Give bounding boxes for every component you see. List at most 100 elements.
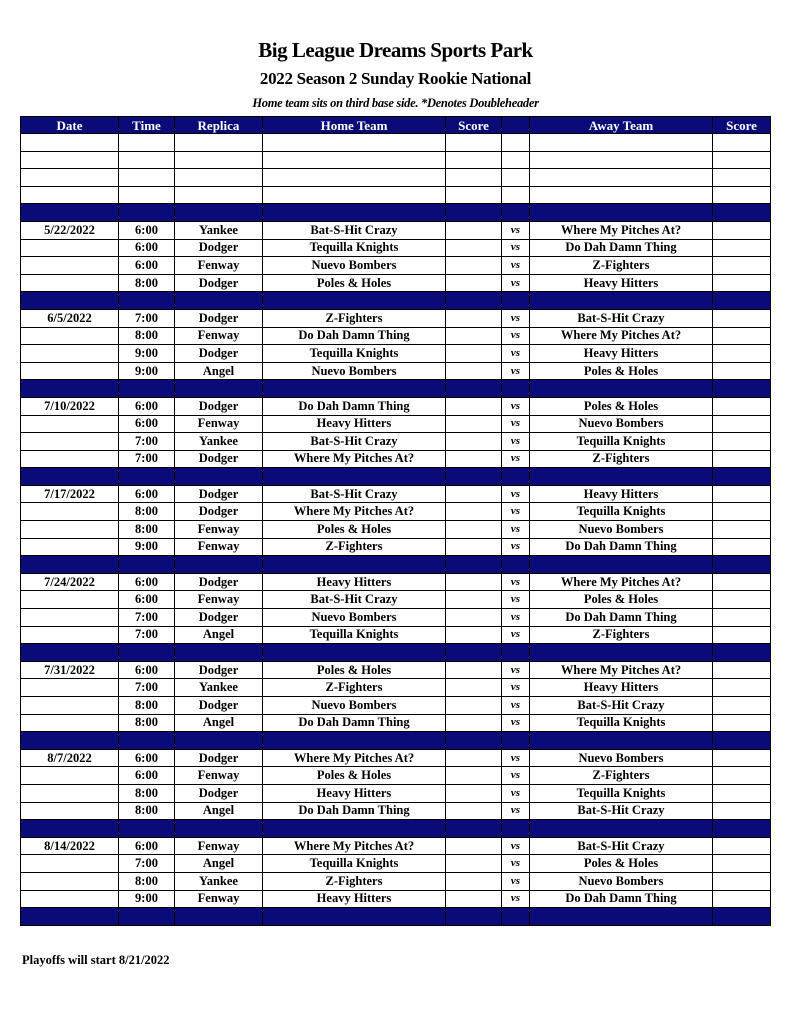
cell: Dodger	[174, 502, 263, 522]
cell: 7:00	[118, 854, 175, 873]
cell: 6:00	[118, 220, 175, 240]
cell	[712, 555, 771, 574]
cell	[712, 625, 771, 645]
cell: Dodger	[174, 396, 263, 416]
cell: vs	[501, 432, 530, 451]
cell	[445, 185, 502, 205]
cell	[445, 766, 502, 785]
cell	[262, 185, 446, 205]
cell	[712, 590, 771, 610]
game-row: 7:00 Yankee Z-Fighters vs Heavy Hitters	[20, 678, 771, 697]
cell	[445, 731, 502, 750]
cell	[445, 379, 502, 398]
cell	[529, 291, 713, 310]
cell: Where My Pitches At?	[529, 572, 713, 592]
cell: 8:00	[118, 783, 175, 803]
header-vs	[501, 116, 530, 134]
cell	[712, 361, 771, 381]
game-row: 7:00 Dodger Nuevo Bombers vs Do Dah Damn Thi…	[20, 608, 771, 627]
cell: Z-Fighters	[529, 449, 713, 469]
cell: Fenway	[174, 537, 263, 557]
cell	[529, 133, 713, 152]
cell	[445, 608, 502, 627]
cell: Tequilla Knights	[529, 713, 713, 733]
cell	[712, 379, 771, 398]
cell	[712, 484, 771, 504]
cell: vs	[501, 502, 530, 522]
cell	[20, 185, 119, 205]
cell: Z-Fighters	[262, 308, 446, 328]
separator-row	[20, 203, 771, 222]
cell	[20, 520, 119, 539]
cell: 9:00	[118, 361, 175, 381]
game-row: 6/5/2022 7:00 Dodger Z-Fighters vs Bat-S-Hit …	[20, 308, 771, 328]
cell	[20, 203, 119, 222]
cell: Where My Pitches At?	[529, 326, 713, 346]
cell: Heavy Hitters	[529, 344, 713, 363]
cell: Do Dah Damn Thing	[262, 326, 446, 346]
cell: 8:00	[118, 326, 175, 346]
cell	[118, 555, 175, 574]
cell	[174, 203, 263, 222]
cell: Do Dah Damn Thing	[262, 801, 446, 821]
cell	[445, 449, 502, 469]
cell	[20, 432, 119, 451]
cell: Nuevo Bombers	[529, 414, 713, 434]
game-row: 8:00 Dodger Where My Pitches At? vs Tequilla…	[20, 502, 771, 522]
cell	[712, 326, 771, 346]
cell	[262, 203, 446, 222]
cell	[20, 854, 119, 873]
cell	[529, 185, 713, 205]
cell: Dodger	[174, 273, 263, 293]
blank-row	[20, 133, 771, 152]
header-date: Date	[20, 116, 119, 134]
cell: 7/17/2022	[20, 484, 119, 504]
cell	[445, 291, 502, 310]
cell: Poles & Holes	[262, 520, 446, 539]
cell	[501, 467, 530, 486]
cell	[174, 731, 263, 750]
game-row: 7/17/2022 6:00 Dodger Bat-S-Hit Crazy vs Heav…	[20, 484, 771, 504]
game-row: 7/10/2022 6:00 Dodger Do Dah Damn Thing vs Po…	[20, 396, 771, 416]
cell	[501, 819, 530, 838]
cell: vs	[501, 871, 530, 891]
cell: vs	[501, 520, 530, 539]
cell	[445, 520, 502, 539]
cell	[712, 502, 771, 522]
cell: Do Dah Damn Thing	[262, 396, 446, 416]
cell	[445, 432, 502, 451]
cell: Tequilla Knights	[262, 238, 446, 258]
cell: Tequilla Knights	[262, 625, 446, 645]
cell: Yankee	[174, 871, 263, 891]
cell	[118, 203, 175, 222]
cell	[712, 238, 771, 258]
cell	[445, 678, 502, 697]
cell	[20, 731, 119, 750]
cell	[174, 555, 263, 574]
cell: Fenway	[174, 520, 263, 539]
cell: Heavy Hitters	[262, 783, 446, 803]
cell	[712, 748, 771, 768]
blank-row	[20, 168, 771, 187]
cell: Nuevo Bombers	[529, 520, 713, 539]
cell	[20, 590, 119, 610]
cell: Where My Pitches At?	[262, 836, 446, 856]
cell	[174, 150, 263, 170]
cell	[712, 467, 771, 486]
cell: Bat-S-Hit Crazy	[262, 484, 446, 504]
cell: Dodger	[174, 572, 263, 592]
cell	[20, 819, 119, 838]
cell	[445, 572, 502, 592]
cell	[20, 273, 119, 293]
game-row: 8:00 Fenway Do Dah Damn Thing vs Where My Pi…	[20, 326, 771, 346]
page-note: Home team sits on third base side. *Deno…	[252, 96, 539, 110]
cell	[529, 555, 713, 574]
game-row: 6:00 Fenway Poles & Holes vs Z-Fighters	[20, 766, 771, 785]
cell: Fenway	[174, 326, 263, 346]
game-row: 7:00 Yankee Bat-S-Hit Crazy vs Tequilla Knig…	[20, 432, 771, 451]
blank-row	[20, 185, 771, 205]
cell	[712, 660, 771, 680]
cell: Tequilla Knights	[529, 432, 713, 451]
cell	[445, 467, 502, 486]
cell	[445, 819, 502, 838]
